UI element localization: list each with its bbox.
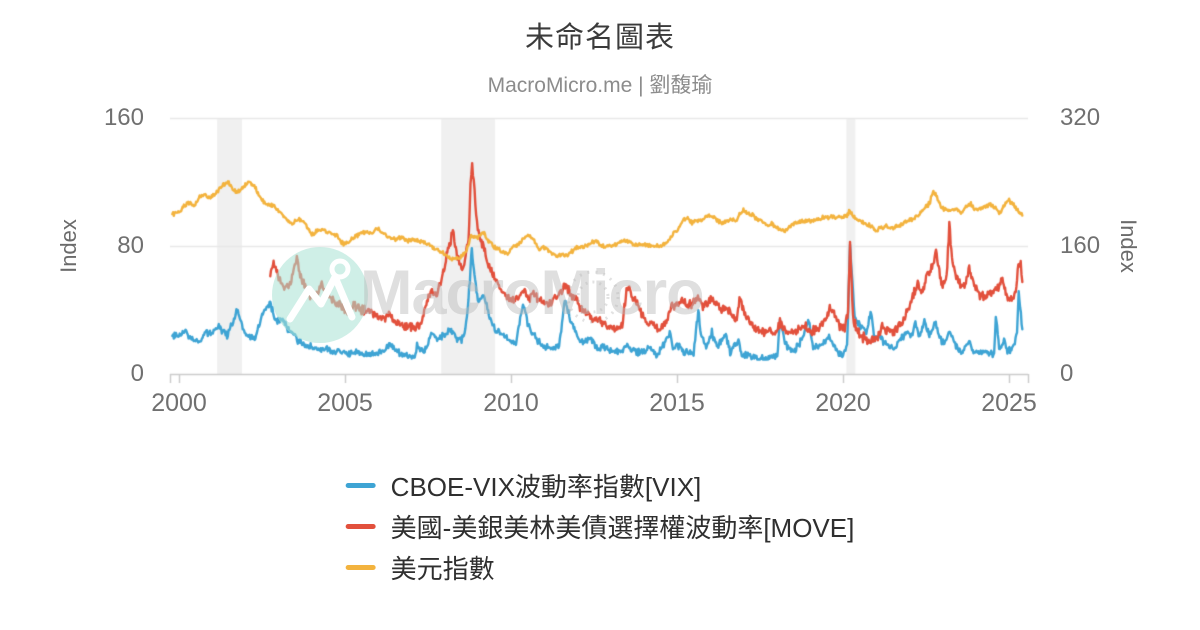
x-axis-tick-2010: 2010 bbox=[483, 389, 539, 417]
right-axis-tick-320: 320 bbox=[1060, 104, 1101, 131]
x-axis-tick-2005: 2005 bbox=[317, 389, 373, 417]
left-axis-tick-80: 80 bbox=[117, 232, 144, 259]
usd-index-line-marker bbox=[345, 564, 376, 570]
chart-header: 未命名圖表 MacroMicro.me | 劉馥瑜 bbox=[0, 14, 1200, 99]
legend-item-vix[interactable]: CBOE-VIX波動率指數[VIX] bbox=[345, 468, 855, 502]
chart-subtitle: MacroMicro.me | 劉馥瑜 bbox=[487, 74, 713, 97]
move-legend-label: 美國-美銀美林美債選擇權波動率[MOVE] bbox=[390, 512, 855, 543]
legend-item-usd-index[interactable]: 美元指數 bbox=[345, 550, 855, 584]
chart-title: 未命名圖表 bbox=[524, 22, 675, 54]
left-axis-tick-160: 160 bbox=[103, 104, 144, 131]
vix-line-marker bbox=[345, 482, 376, 488]
right-axis-tick-160: 160 bbox=[1060, 232, 1101, 259]
x-axis-tick-2025: 2025 bbox=[981, 389, 1037, 417]
x-axis-tick-2015: 2015 bbox=[649, 389, 705, 417]
chart-legend: CBOE-VIX波動率指數[VIX] 美國-美銀美林美債選擇權波動率[MOVE]… bbox=[345, 468, 855, 584]
left-axis-title: Index bbox=[56, 219, 81, 273]
move-line-marker bbox=[345, 523, 376, 529]
legend-item-move[interactable]: 美國-美銀美林美債選擇權波動率[MOVE] bbox=[345, 509, 855, 543]
left-axis-tick-0: 0 bbox=[130, 360, 144, 387]
right-axis-tick-0: 0 bbox=[1060, 360, 1074, 387]
x-axis-tick-2020: 2020 bbox=[815, 389, 871, 417]
usd-index-legend-label: 美元指數 bbox=[390, 553, 495, 584]
x-axis-tick-2000: 2000 bbox=[151, 389, 207, 417]
vix-legend-label: CBOE-VIX波動率指數[VIX] bbox=[390, 471, 702, 502]
